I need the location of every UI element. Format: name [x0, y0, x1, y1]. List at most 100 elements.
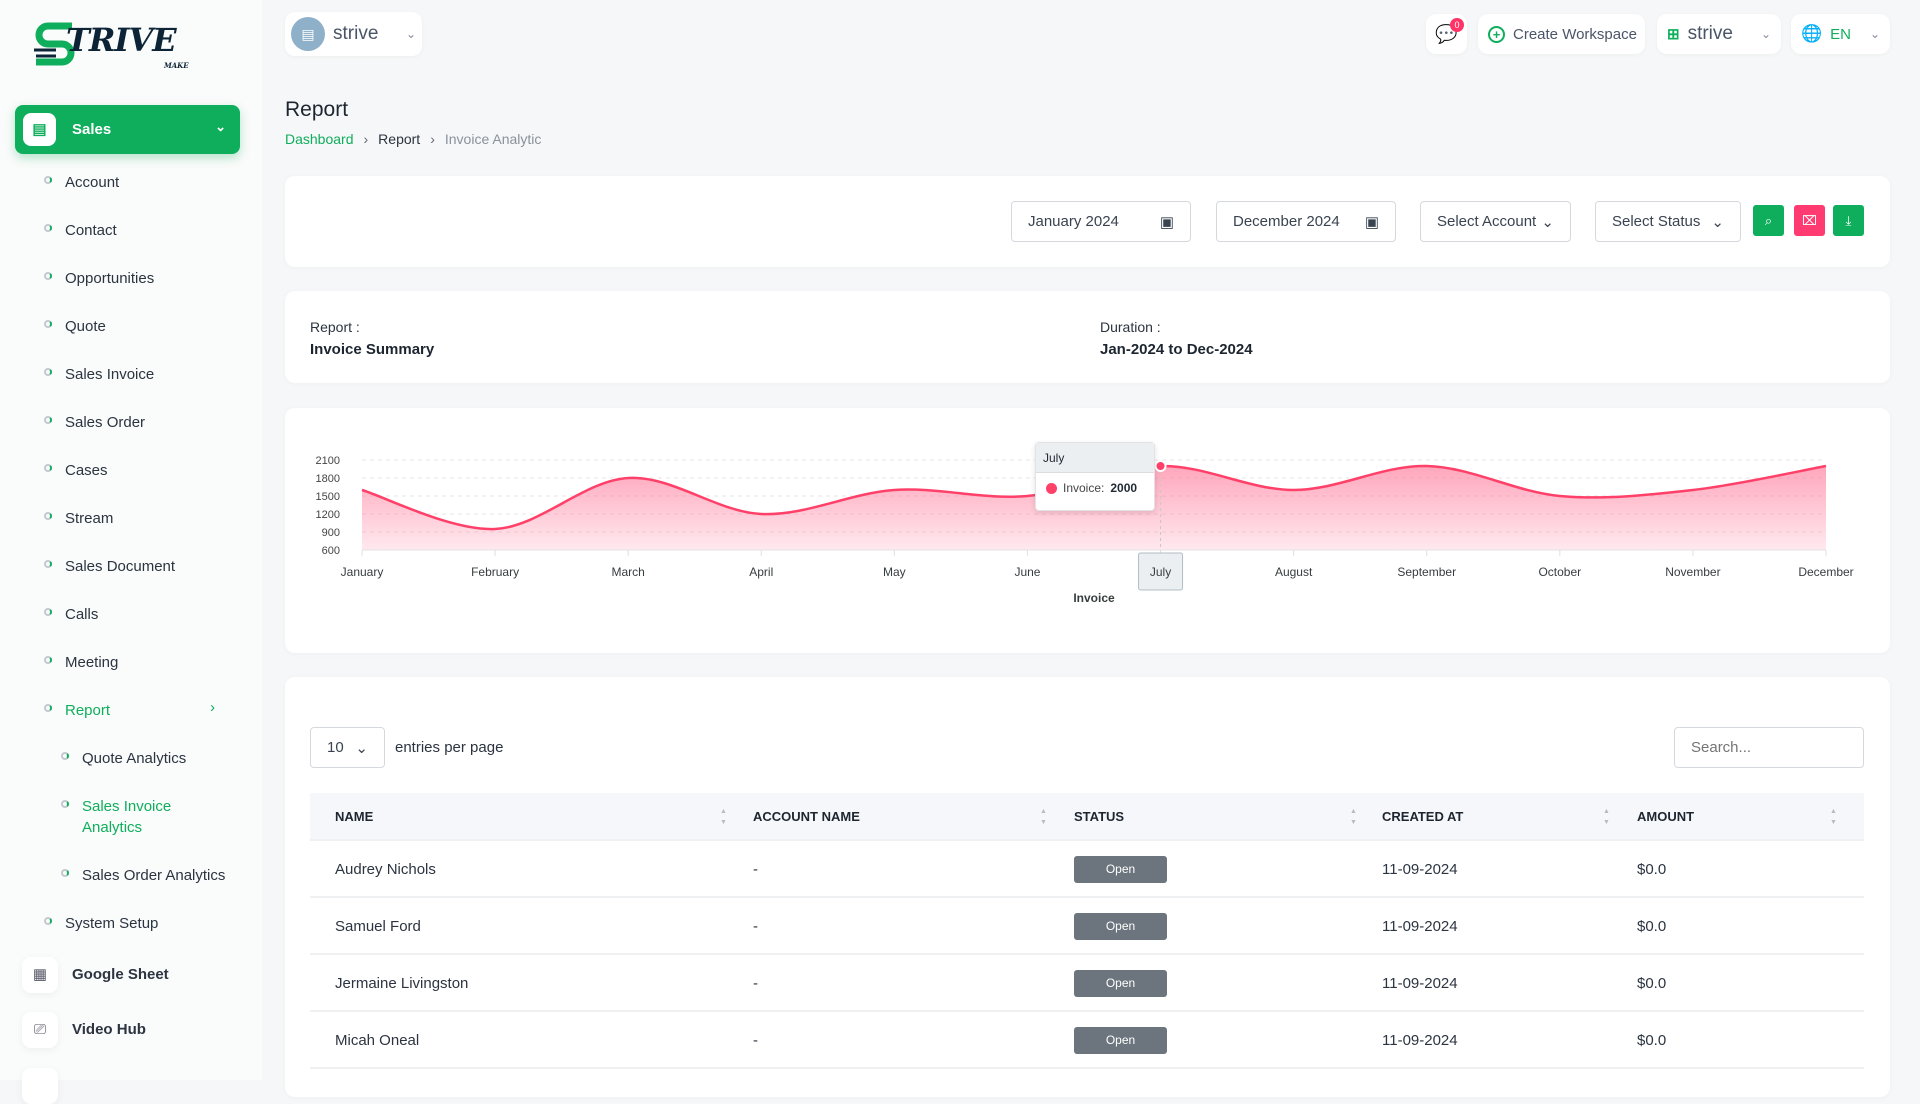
report-label: Report :: [310, 319, 360, 335]
table-cell: 11-09-2024: [1382, 861, 1458, 878]
status-select[interactable]: Select Status ⌄: [1595, 201, 1741, 242]
bullet-icon: [44, 320, 52, 328]
table-row: Jermaine Livingston - Open 11-09-2024 $0.0: [310, 955, 1864, 1012]
status-badge: Open: [1074, 856, 1167, 883]
table-search-input[interactable]: [1674, 727, 1864, 768]
table-header: [310, 793, 1864, 841]
apps-add-icon: ⊞: [1667, 26, 1680, 43]
table-cell: Jermaine Livingston: [335, 975, 469, 992]
breadcrumb-report[interactable]: Report: [378, 131, 421, 147]
sort-up-icon[interactable]: ▲: [1350, 808, 1357, 815]
series-marker-icon: [1046, 482, 1057, 494]
column-header[interactable]: AMOUNT: [1637, 809, 1695, 824]
column-header[interactable]: CREATED AT: [1382, 809, 1464, 824]
x-tick-label: July: [1150, 565, 1171, 579]
account-select-value: Select Account: [1437, 213, 1537, 230]
table-cell: $0.0: [1637, 975, 1667, 992]
x-tick-label: October: [1538, 565, 1581, 579]
item-label: Meeting: [65, 654, 119, 671]
start-month-input[interactable]: January 2024 ▣: [1011, 201, 1191, 242]
chevron-down-icon: ⌄: [1869, 27, 1880, 41]
create-workspace-button[interactable]: + Create Workspace: [1478, 14, 1645, 54]
workspace-switcher[interactable]: ⊞ strive ⌄: [1657, 14, 1781, 54]
item-label: Sales Invoice Analytics: [82, 798, 172, 836]
search-icon: ⌕: [1764, 213, 1773, 228]
workspace-selector[interactable]: ▤ strive ⌄: [285, 12, 422, 56]
bullet-icon: [44, 704, 52, 712]
sort-up-icon[interactable]: ▲: [1830, 808, 1837, 815]
duration-value: Jan-2024 to Dec-2024: [1100, 341, 1253, 358]
video-icon[interactable]: ⎚: [22, 1012, 58, 1048]
item-label: Sales Order Analytics: [82, 867, 226, 884]
table-cell: Audrey Nichols: [335, 861, 436, 878]
bullet-icon: [61, 800, 69, 808]
account-select[interactable]: Select Account ⌄: [1420, 201, 1571, 242]
sort-up-icon[interactable]: ▲: [720, 808, 727, 815]
duration-label: Duration :: [1100, 319, 1161, 335]
bullet-icon: [61, 869, 69, 877]
table-cell: -: [753, 861, 758, 878]
table-icon[interactable]: ▦: [22, 957, 58, 993]
sidebar-item-video-hub[interactable]: Video Hub: [72, 1021, 146, 1038]
building-icon: ▤: [291, 17, 325, 51]
end-month-input[interactable]: December 2024 ▣: [1216, 201, 1396, 242]
data-point[interactable]: [1154, 460, 1167, 472]
breadcrumb-dashboard[interactable]: Dashboard: [285, 131, 354, 147]
sort-down-icon[interactable]: ▼: [1350, 819, 1357, 826]
column-header[interactable]: ACCOUNT NAME: [753, 809, 860, 824]
document-icon: ▤: [23, 113, 56, 146]
sidebar: TRIVE MAKE ▤ Sales ⌄ Account Contact Oppor…: [0, 0, 262, 1104]
x-tick-label: August: [1275, 565, 1313, 579]
notification-badge: 0: [1450, 18, 1464, 32]
sort-up-icon[interactable]: ▲: [1040, 808, 1047, 815]
table-row: Audrey Nichols - Open 11-09-2024 $0.0: [310, 841, 1864, 898]
per-page-select[interactable]: 10 ⌄: [310, 727, 385, 768]
chevron-down-icon: ⌄: [1541, 213, 1554, 231]
sort-down-icon[interactable]: ▼: [1040, 819, 1047, 826]
report-value: Invoice Summary: [310, 341, 435, 358]
bullet-icon: [44, 608, 52, 616]
status-badge: Open: [1074, 970, 1167, 997]
sort-down-icon[interactable]: ▼: [720, 819, 727, 826]
language-selector[interactable]: 🌐 EN ⌄: [1791, 14, 1890, 54]
bullet-icon: [44, 416, 52, 424]
clear-filter-button[interactable]: ⌧: [1794, 205, 1825, 236]
search-button[interactable]: ⌕: [1753, 205, 1784, 236]
table-cell: -: [753, 1032, 758, 1049]
bullet-icon: [44, 224, 52, 232]
sales-label: Sales: [72, 121, 112, 138]
sort-down-icon[interactable]: ▼: [1830, 819, 1837, 826]
per-page-label: entries per page: [395, 739, 504, 756]
calendar-icon[interactable]: ▣: [1159, 213, 1174, 231]
create-workspace-label: Create Workspace: [1513, 25, 1637, 43]
item-label: Quote: [65, 318, 106, 335]
table-cell: $0.0: [1637, 1032, 1667, 1049]
sidebar-item-google-sheet[interactable]: Google Sheet: [72, 966, 169, 983]
end-month-value: December 2024: [1233, 213, 1340, 230]
messages-button[interactable]: 💬 0: [1426, 14, 1467, 54]
chevron-down-icon: ⌄: [215, 119, 226, 134]
calendar-icon[interactable]: ▣: [1364, 213, 1379, 231]
download-button[interactable]: ⤓: [1833, 205, 1864, 236]
language-label: EN: [1830, 25, 1852, 43]
strive-logo[interactable]: TRIVE MAKE: [32, 18, 212, 74]
bullet-icon: [44, 917, 52, 925]
x-tick-label: April: [749, 565, 773, 579]
table-cell: 11-09-2024: [1382, 1032, 1458, 1049]
y-tick-label: 2100: [316, 455, 340, 467]
column-header[interactable]: NAME: [335, 809, 374, 824]
sidebar-item-sales[interactable]: ▤ Sales ⌄: [15, 105, 240, 154]
status-badge: Open: [1074, 1027, 1167, 1054]
more-icon[interactable]: [22, 1068, 58, 1104]
y-tick-label: 600: [322, 545, 340, 557]
item-label: Opportunities: [65, 270, 155, 287]
status-select-value: Select Status: [1612, 213, 1701, 230]
breadcrumb: Dashboard › Report › Invoice Analytic: [285, 131, 541, 147]
per-page-value: 10: [327, 739, 344, 756]
sort-up-icon[interactable]: ▲: [1603, 808, 1610, 815]
column-header[interactable]: STATUS: [1074, 809, 1125, 824]
sort-down-icon[interactable]: ▼: [1603, 819, 1610, 826]
bullet-icon: [44, 464, 52, 472]
summary-card: Report : Invoice Summary Duration : Jan-…: [285, 291, 1890, 383]
workspace-name: strive: [333, 23, 379, 44]
